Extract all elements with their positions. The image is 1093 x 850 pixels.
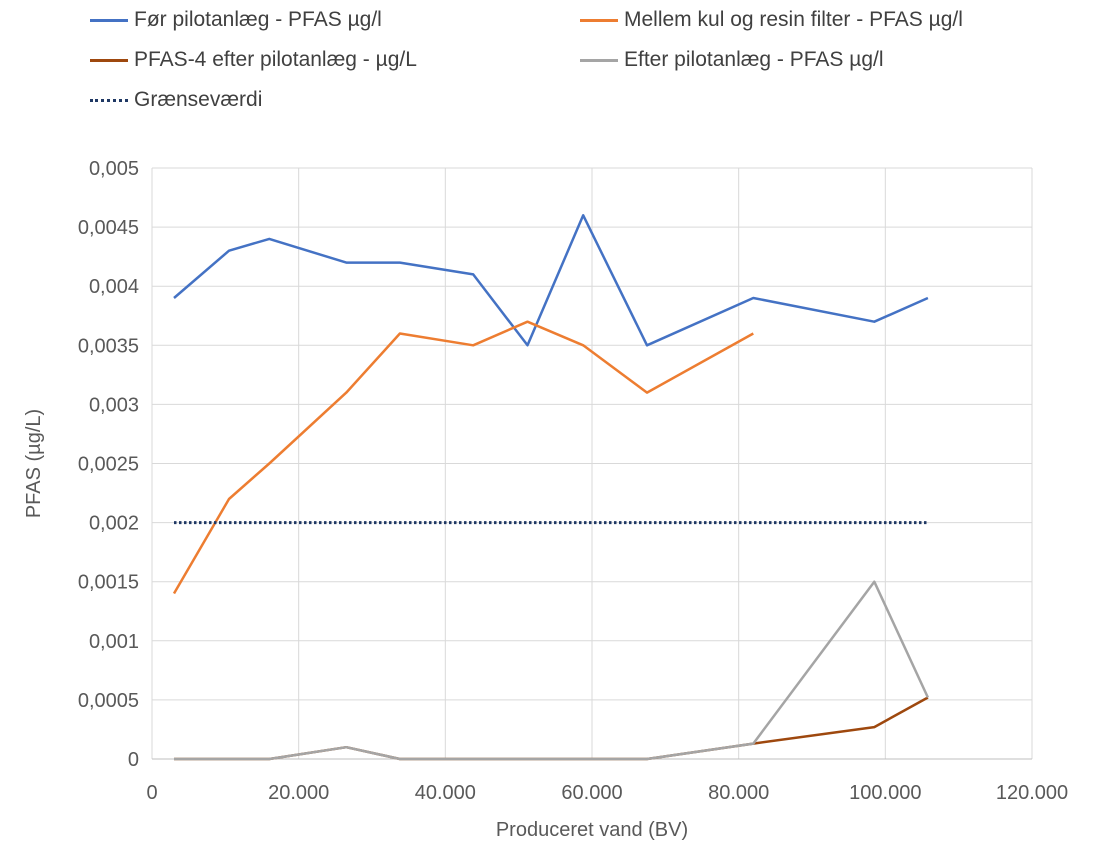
y-tick-label: 0 [128,749,139,771]
x-axis-title: Produceret vand (BV) [496,819,688,841]
x-tick-label: 60.000 [561,782,622,804]
y-tick-label: 0,001 [89,631,139,653]
y-tick-label: 0,005 [89,158,139,180]
legend-label: Mellem kul og resin filter - PFAS µg/l [624,8,963,31]
y-tick-label: 0,0035 [78,335,139,357]
legend-item: Før pilotanlæg - PFAS µg/l [90,2,382,38]
y-tick-label: 0,0015 [78,572,139,594]
legend-swatch [90,98,128,102]
legend-label: Før pilotanlæg - PFAS µg/l [134,8,382,31]
legend-item: Grænseværdi [90,82,262,118]
y-tick-label: 0,002 [89,513,139,535]
legend-swatch [580,58,618,62]
legend-item: PFAS-4 efter pilotanlæg - µg/L [90,42,417,78]
x-tick-label: 20.000 [268,782,329,804]
legend-label: Efter pilotanlæg - PFAS µg/l [624,48,884,71]
y-tick-label: 0,0005 [78,690,139,712]
y-axis-title: PFAS (µg/L) [23,409,45,518]
gridlines [152,167,1033,759]
x-tick-label: 100.000 [849,782,921,804]
legend-swatch [90,18,128,22]
y-tick-label: 0,004 [89,276,139,298]
series-line-4 [174,580,930,761]
series-lines [172,214,930,761]
y-tick-label: 0,0025 [78,454,139,476]
axis-labels: 0 0,0005 0,001 0,0015 0,002 0,0025 0,003 0,0035… [23,158,1068,841]
series-line-1 [173,214,929,347]
x-tick-label: 0 [146,782,157,804]
series-line-2 [172,320,754,595]
y-tick-label: 0,0045 [78,217,139,239]
x-tick-label: 80.000 [708,782,769,804]
legend-swatch [90,58,128,62]
legend-item: Efter pilotanlæg - PFAS µg/l [580,42,884,78]
legend-label: PFAS-4 efter pilotanlæg - µg/L [134,48,417,71]
legend-item: Mellem kul og resin filter - PFAS µg/l [580,2,963,38]
legend-swatch [580,18,618,22]
legend-label: Grænseværdi [134,88,263,111]
y-tick-label: 0,003 [89,394,139,416]
x-tick-label: 40.000 [415,782,476,804]
legend: Før pilotanlæg - PFAS µg/l Mellem kul og … [90,2,1090,152]
series-line-3 [174,696,929,761]
x-tick-label: 120.000 [996,782,1068,804]
